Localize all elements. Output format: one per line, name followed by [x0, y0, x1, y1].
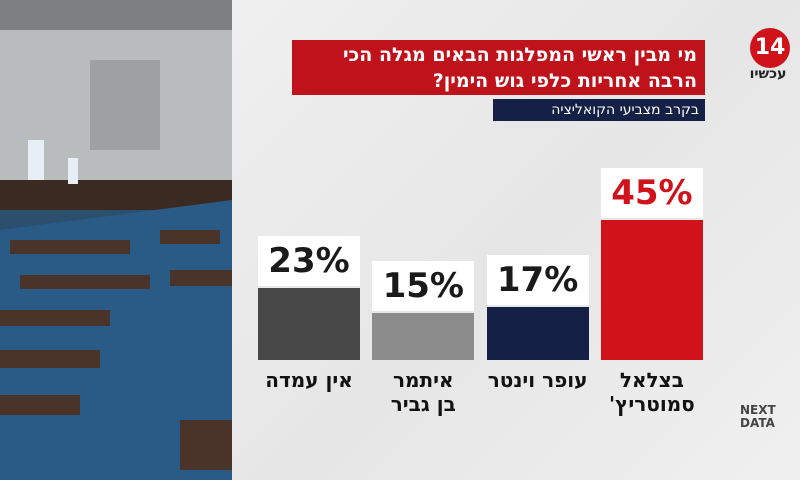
category-label: בצלאל סמוטריץ': [608, 368, 695, 416]
category-label: אין עמדה: [265, 368, 353, 392]
category-label: עופר וינטר: [487, 368, 588, 392]
logo-name: עכשיו: [749, 66, 787, 82]
logo-number: 14: [750, 28, 790, 68]
chart-title: מי מבין ראשי המפלגות הבאים מגלה הכי הרבה…: [292, 40, 705, 95]
bar: [486, 307, 589, 360]
value-label: 45%: [600, 168, 703, 218]
bar: [600, 220, 703, 360]
source-logo: NEXT DATA: [740, 404, 776, 430]
photo: [0, 0, 232, 480]
source-line: NEXT: [740, 403, 776, 417]
source-line: DATA: [740, 416, 775, 430]
value-label: 15%: [372, 261, 475, 312]
value-label: 23%: [258, 236, 360, 287]
value-label: 17%: [486, 255, 589, 306]
chart-subtitle: בקרב מצביעי הקואליציה: [493, 99, 705, 121]
bar: [372, 313, 475, 360]
bar: [258, 288, 360, 360]
category-label: איתמר בן גביר: [390, 368, 456, 416]
